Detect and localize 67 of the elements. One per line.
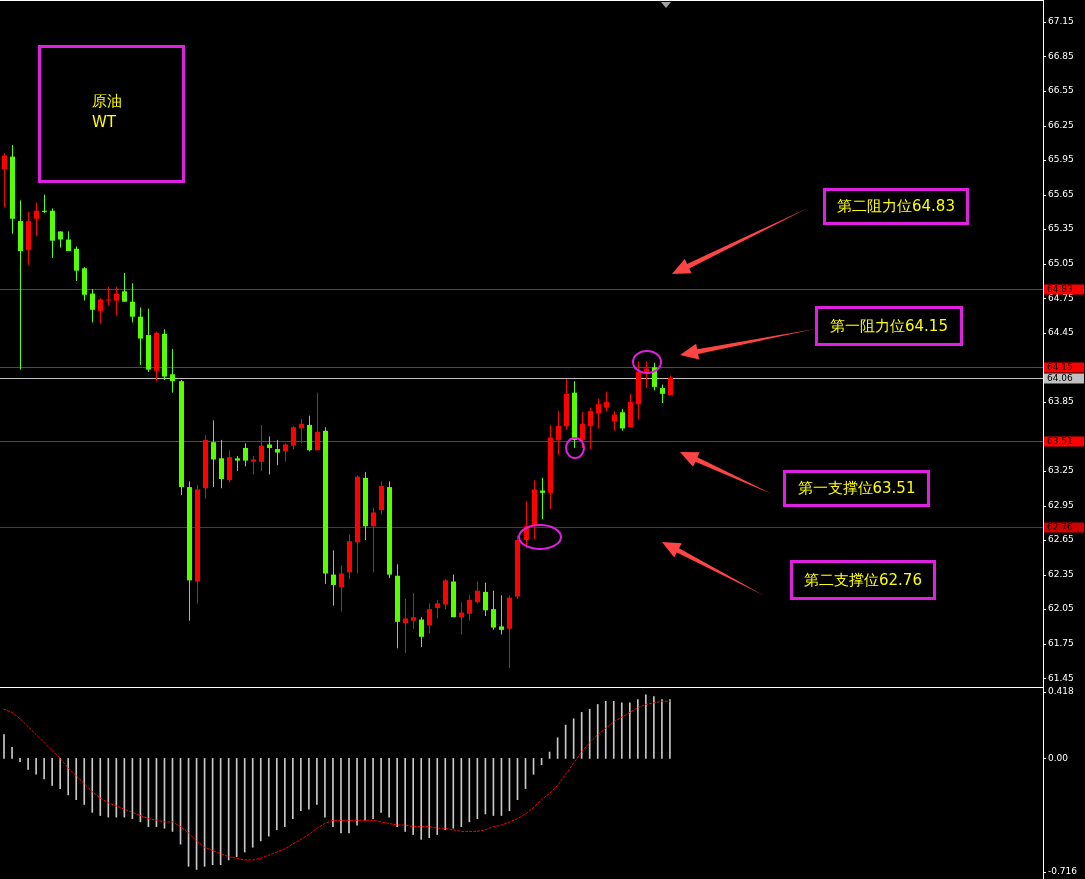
candlestick [219,439,224,489]
candlestick [499,594,504,635]
candlestick [411,592,416,630]
candlestick [604,391,609,412]
y-tick-label: 63.85 [1048,396,1074,407]
annotation: 第一阻力位64.15 [815,306,963,346]
y-tick-label: 64.45 [1048,327,1074,338]
y-tick-label: 66.25 [1048,119,1074,130]
candlestick [130,282,135,323]
y-tick-label: 0.418 [1048,686,1075,697]
candlestick [403,598,408,654]
candlestick [138,306,143,366]
y-tick-label: 65.95 [1048,154,1074,165]
y-tick-label: 66.85 [1048,50,1074,61]
y-tick-label: 61.45 [1048,672,1074,683]
y-tick-label: 0.00 [1048,752,1069,763]
candlestick [435,599,440,619]
candlestick [467,594,472,622]
candlestick [98,297,103,325]
y-tick-label: 64.75 [1048,292,1074,303]
candlestick [90,288,95,323]
candlestick [660,384,665,404]
candlestick [652,362,657,391]
candlestick [122,272,127,303]
text: 原油 WT [92,91,123,133]
candlestick [211,419,216,488]
y-tick-label: 66.55 [1048,85,1074,96]
annotation: 第二阻力位64.83 [823,188,969,225]
candlestick [74,245,79,282]
y-tick-label: 67.15 [1048,16,1074,27]
annotation: 第一支撑位63.51 [783,470,930,507]
y-tick-label: 65.35 [1048,223,1074,234]
ref-line-label: 62.76 [1047,521,1074,532]
candlestick [596,397,601,429]
candlestick [419,616,424,648]
line-series [3,700,671,861]
candlestick [275,439,280,466]
candlestick [668,374,673,396]
candlestick [339,564,344,612]
y-tick-label: 61.75 [1048,638,1074,649]
y-tick-label: -0.716 [1048,866,1078,877]
ref-line-label: 64.83 [1047,283,1073,294]
y-tick-label: 63.25 [1048,465,1074,476]
ref-line-label: 64.15 [1047,361,1073,372]
annotation: 第二支撑位62.76 [790,560,936,600]
candlestick [483,582,488,617]
candlestick [491,590,496,631]
candlestick [243,442,248,467]
candlestick [331,549,336,607]
y-tick-label: 65.05 [1048,258,1074,269]
ref-line-label: 64.06 [1047,372,1074,383]
candlestick [34,202,39,237]
y-tick-label: 62.65 [1048,534,1074,545]
candlestick [170,348,175,394]
y-tick-label: 62.95 [1048,499,1074,510]
ref-line-label: 63.51 [1047,435,1073,446]
y-tick-label: 62.05 [1048,603,1074,614]
y-tick-label: 65.65 [1048,188,1074,199]
candlestick [2,152,7,208]
candlestick [427,602,432,634]
y-tick-label: 62.35 [1048,568,1074,579]
candlestick [620,408,625,432]
candlestick [251,455,256,475]
candlestick [371,507,376,573]
candlestick [267,435,272,475]
candlestick [227,449,232,483]
candlestick [475,581,480,604]
